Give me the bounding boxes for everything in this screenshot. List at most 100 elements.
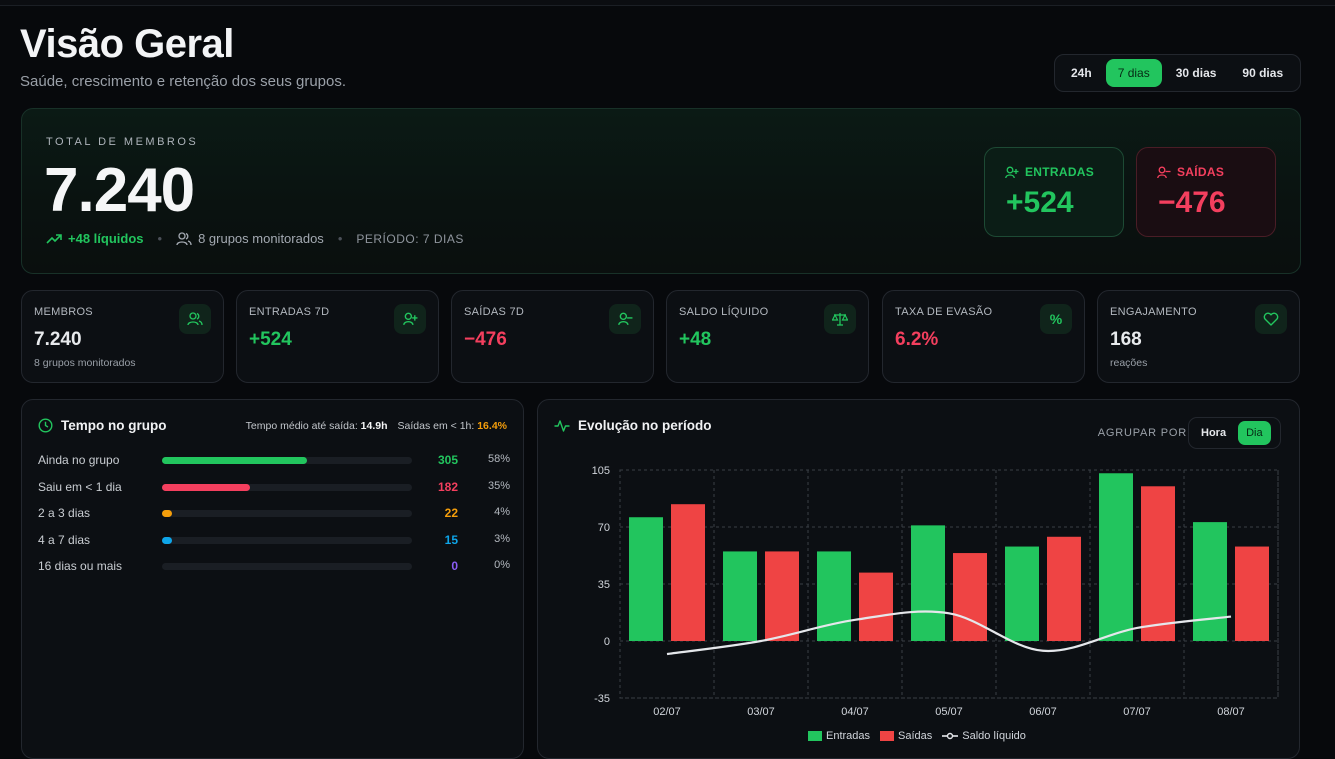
time-row-label: Saiu em < 1 dia: [38, 479, 122, 494]
entries-value: +524: [1006, 186, 1074, 219]
stat-value: 7.240: [34, 329, 82, 350]
bar-entradas: [629, 517, 663, 641]
stat-sub: 8 grupos monitorados: [34, 357, 136, 369]
time-in-group-title-text: Tempo no grupo: [61, 418, 167, 433]
stat-card-exits-7d: SAÍDAS 7D −476: [451, 290, 654, 383]
net-balance-line: [666, 610, 1232, 656]
separator-dot: •: [157, 231, 163, 246]
time-row-fill: [162, 457, 307, 464]
user-minus-icon: [1157, 166, 1171, 178]
group-day-button[interactable]: Dia: [1238, 421, 1271, 445]
time-row-pct: 35%: [487, 479, 510, 492]
bar-entradas: [723, 551, 757, 641]
avg-exit-label: Tempo médio até saída:: [245, 420, 358, 432]
stat-card-engagement: ENGAJAMENTO 168 reações: [1097, 290, 1300, 383]
avg-exit-value: 14.9h: [360, 420, 388, 432]
range-30d-button[interactable]: 30 dias: [1175, 66, 1217, 80]
net-growth-text: +48 líquidos: [68, 231, 144, 246]
stat-card-members: MEMBROS 7.240 8 grupos monitorados: [21, 290, 224, 383]
time-row-count: 15: [444, 532, 458, 547]
period-label: PERÍODO: 7 DIAS: [356, 231, 464, 246]
legend-entries: Entradas: [808, 730, 870, 742]
bar-saidas: [859, 572, 893, 641]
exits-value: −476: [1158, 186, 1226, 219]
time-row-fill: [162, 510, 172, 517]
legend-swatch: [880, 731, 895, 741]
stat-sub: reações: [1110, 357, 1148, 369]
evolution-chart: -35 0 35 70 105 02/07 03/07 04/07 05/07 06/07 07/0…: [592, 465, 1279, 718]
range-7d-button[interactable]: 7 dias: [1105, 59, 1162, 87]
x-tick-label: 08/07: [1217, 706, 1245, 718]
time-row: 4 a 7 dias 15 3%: [38, 533, 510, 549]
net-growth: +48 líquidos: [46, 231, 144, 246]
time-row: Ainda no grupo 305 58%: [38, 453, 510, 469]
time-row-fill: [162, 483, 250, 491]
time-row-track: [162, 563, 412, 570]
x-tick-label: 07/07: [1123, 706, 1151, 718]
percent-icon: %: [1040, 304, 1072, 334]
user-plus-icon: [394, 304, 426, 334]
user-minus-icon: [609, 304, 641, 334]
entries-label: ENTRADAS: [1005, 165, 1094, 179]
x-tick-label: 04/07: [841, 706, 869, 718]
group-hour-button[interactable]: Hora: [1201, 427, 1227, 439]
group-by-label: AGRUPAR POR: [1097, 427, 1187, 439]
time-row-label: 4 a 7 dias: [38, 532, 91, 547]
entries-label-text: ENTRADAS: [1025, 165, 1095, 179]
total-members-value: 7.240: [44, 156, 195, 225]
users-icon: [176, 231, 192, 245]
stat-label: SAÍDAS 7D: [464, 306, 525, 318]
range-24h-button[interactable]: 24h: [1071, 66, 1092, 80]
stat-label: ENGAJAMENTO: [1110, 306, 1197, 318]
time-row-fill: [162, 536, 172, 544]
stat-label: MEMBROS: [34, 306, 93, 318]
bar-saidas: [1141, 486, 1175, 641]
y-tick-label: 105: [592, 465, 610, 477]
fast-exits: Saídas em < 1h: 16.4%: [398, 420, 507, 432]
scale-icon: [824, 304, 856, 334]
time-row-track: [162, 457, 412, 464]
page-title: Visão Geral: [20, 22, 234, 66]
time-row-label: 16 dias ou mais: [38, 559, 123, 573]
time-row: 2 a 3 dias 22 4%: [38, 506, 510, 522]
time-row: Saiu em < 1 dia 182 35%: [38, 480, 510, 496]
time-row-count: 22: [444, 506, 458, 520]
bar-saidas: [765, 551, 799, 641]
exits-label-text: SAÍDAS: [1177, 165, 1225, 179]
time-row-track: [162, 483, 412, 491]
time-row-label: Ainda no grupo: [38, 453, 120, 467]
stat-card-net-balance: SALDO LÍQUIDO +48: [666, 290, 869, 383]
stat-label: TAXA DE EVASÃO: [895, 306, 993, 318]
total-members-card: TOTAL DE MEMBROS 7.240 +48 líquidos • 8 …: [21, 108, 1301, 274]
total-members-label: TOTAL DE MEMBROS: [46, 136, 199, 148]
stat-value: −476: [464, 329, 507, 350]
time-row-pct: 3%: [494, 532, 510, 545]
bar-saidas: [671, 504, 705, 641]
range-90d-button[interactable]: 90 dias: [1242, 66, 1284, 80]
time-row-count: 305: [437, 453, 458, 467]
legend-swatch: [808, 731, 822, 741]
groups-monitored-text: 8 grupos monitorados: [198, 231, 324, 246]
window-top-bar: [0, 0, 1335, 6]
y-tick-label: 0: [604, 636, 610, 648]
legend-exits-text: Saídas: [898, 730, 933, 742]
stat-value: +524: [249, 329, 292, 350]
hero-meta: +48 líquidos • 8 grupos monitorados • PE…: [46, 231, 464, 246]
y-tick-label: 35: [598, 579, 610, 591]
avg-exit-time: Tempo médio até saída: 14.9h: [246, 420, 388, 432]
legend-entries-text: Entradas: [826, 730, 871, 742]
group-by-selector: Hora Dia: [1188, 417, 1281, 449]
time-row-track: [162, 510, 412, 517]
separator-dot: •: [337, 231, 343, 246]
users-icon: [179, 304, 211, 334]
legend-net-text: Saldo líquido: [962, 730, 1026, 742]
time-row-pct: 58%: [487, 453, 510, 465]
time-row: 16 dias ou mais 0 0%: [38, 559, 510, 575]
y-tick-label: -35: [594, 693, 610, 705]
x-tick-label: 02/07: [653, 706, 681, 718]
y-tick-label: 70: [598, 522, 610, 534]
bar-entradas: [911, 525, 945, 641]
user-plus-icon: [1005, 166, 1019, 178]
exits-card: SAÍDAS −476: [1136, 147, 1276, 237]
groups-monitored: 8 grupos monitorados: [176, 231, 324, 246]
